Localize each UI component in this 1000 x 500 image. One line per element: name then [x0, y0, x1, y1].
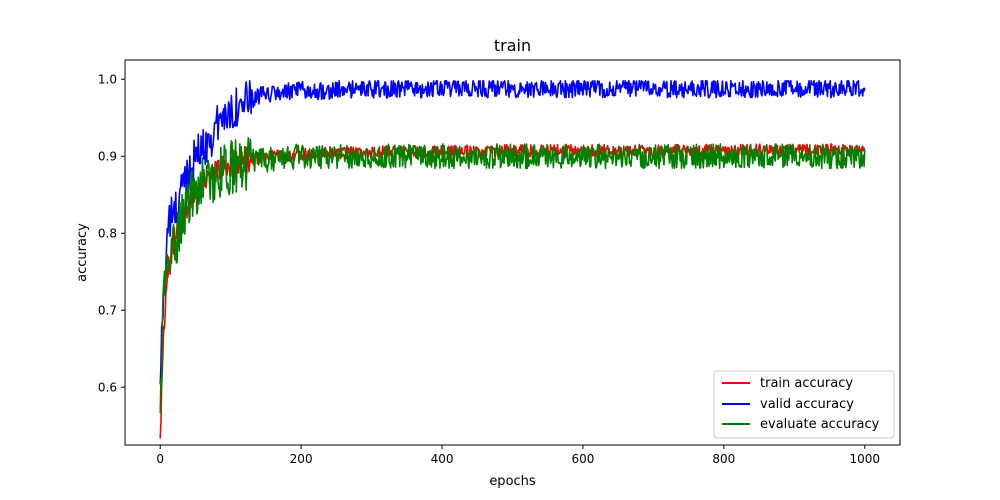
x-tick-label: 600	[572, 452, 595, 466]
x-tick-label: 0	[156, 452, 164, 466]
x-axis-label: epochs	[489, 474, 536, 489]
legend-box	[713, 370, 895, 439]
legend: train accuracy valid accuracy evaluate a…	[713, 370, 895, 439]
x-tick-label: 400	[431, 452, 454, 466]
x-axis: 0 200 400 600 800 1000	[156, 445, 880, 466]
legend-label-train-accuracy: train accuracy	[760, 376, 853, 391]
y-tick-label: 0.6	[98, 380, 117, 394]
series-line-valid-accuracy	[159, 79, 866, 385]
chart-title: train	[494, 36, 531, 55]
x-tick-label: 1000	[849, 452, 880, 466]
y-tick-label: 0.9	[98, 149, 117, 163]
plot-area-frame	[124, 59, 901, 446]
y-tick-label: 0.8	[98, 226, 117, 240]
series-line-evaluate-accuracy	[159, 136, 866, 414]
y-tick-label: 0.7	[98, 303, 117, 317]
y-axis: 0.6 0.7 0.8 0.9 1.0	[98, 72, 125, 394]
y-axis-label: accuracy	[75, 223, 90, 282]
y-tick-label: 1.0	[98, 72, 117, 86]
x-tick-label: 800	[712, 452, 735, 466]
x-tick-label: 200	[290, 452, 313, 466]
legend-label-valid-accuracy: valid accuracy	[760, 397, 854, 412]
series-layer	[159, 79, 866, 439]
legend-label-evaluate-accuracy: evaluate accuracy	[760, 417, 880, 432]
